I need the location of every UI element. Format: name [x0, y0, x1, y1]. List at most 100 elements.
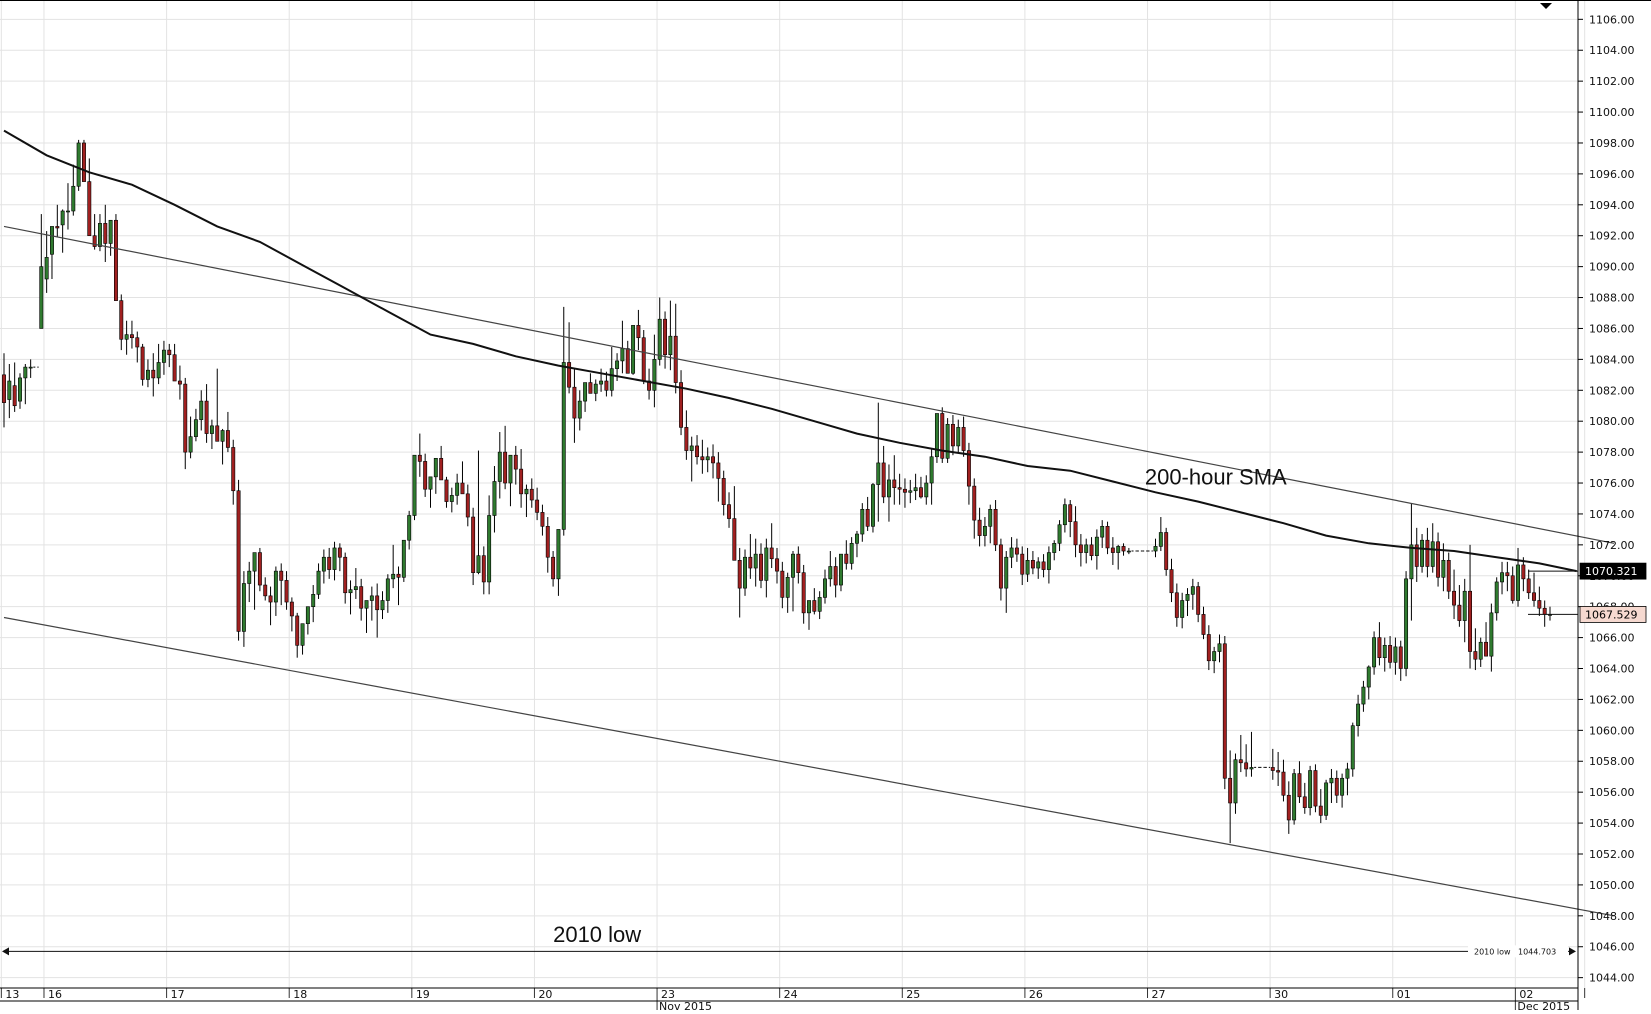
candle-body — [1500, 572, 1504, 583]
candle-body — [876, 462, 881, 485]
candle-body — [1297, 773, 1302, 798]
candle-body — [1436, 541, 1441, 578]
candle-body — [716, 462, 721, 479]
x-tick-label: 16 — [48, 988, 62, 1001]
candle-body — [759, 553, 763, 581]
candle-body — [1153, 546, 1158, 552]
candle-body — [1526, 578, 1531, 594]
candle-body — [412, 454, 417, 516]
candle-body — [556, 529, 561, 580]
candle-body — [167, 349, 172, 356]
candle-body — [1340, 777, 1345, 796]
candle-body — [183, 383, 188, 453]
candle-body — [337, 547, 342, 558]
candle-body — [327, 556, 332, 570]
candle-body — [263, 584, 268, 597]
candle-body — [1478, 641, 1483, 660]
y-tick-label: 1062.00 — [1589, 693, 1635, 706]
x-tick-label: 23 — [661, 988, 675, 1001]
candle-body — [289, 601, 294, 617]
candle-body — [76, 142, 81, 187]
candle-body — [1510, 575, 1515, 601]
candle-body — [385, 578, 390, 601]
candle-body — [1404, 578, 1409, 669]
candle-body — [449, 495, 454, 502]
candle-body — [769, 547, 774, 560]
candle-body — [1201, 614, 1206, 635]
candle-body — [625, 348, 630, 374]
month-label: Dec 2015 — [1517, 1000, 1570, 1013]
price-label-text: 1070.321 — [1585, 565, 1638, 578]
candle-body — [1350, 725, 1355, 770]
candle-body — [1084, 544, 1089, 553]
candle-body — [193, 419, 198, 437]
candle-body — [161, 349, 166, 363]
candle-body — [913, 487, 918, 492]
trendlines-layer — [3, 225, 1615, 917]
candle-body — [82, 142, 86, 182]
y-tick-label: 1048.00 — [1589, 910, 1635, 923]
y-tick-label: 1044.00 — [1589, 972, 1635, 985]
candle-body — [1222, 643, 1227, 779]
candle-body — [812, 600, 817, 612]
candle-body — [1494, 581, 1499, 614]
candle-body — [1110, 547, 1115, 553]
candle-body — [348, 589, 353, 594]
x-tick-label: 30 — [1274, 988, 1288, 1001]
candle-body — [279, 570, 284, 581]
candle-body — [508, 454, 513, 484]
candle-body — [140, 346, 145, 380]
candle-body — [241, 583, 246, 632]
candle-body — [252, 552, 257, 572]
candle-body — [124, 334, 129, 340]
candle-body — [924, 482, 929, 498]
candle-body — [1020, 553, 1025, 575]
candle-body — [375, 595, 380, 611]
candle-body — [529, 488, 534, 501]
candle-body — [615, 360, 620, 369]
candle-body — [636, 325, 641, 339]
candle-body — [225, 430, 230, 448]
level-layer: 2010 low 1044.703 — [2, 945, 1576, 958]
candle-body — [572, 386, 577, 419]
candle-body — [577, 400, 582, 419]
candle-body — [721, 478, 726, 505]
candle-body — [92, 235, 97, 247]
candle-body — [1441, 560, 1446, 578]
candle-body — [1180, 600, 1185, 618]
candle-body — [417, 454, 422, 462]
candle-body — [1228, 777, 1233, 804]
candle-body — [881, 462, 886, 498]
level-arrow-left — [2, 947, 9, 956]
candle-body — [487, 515, 492, 583]
menu-arrow-icon — [1540, 3, 1552, 9]
candle-body — [1430, 541, 1435, 567]
candle-body — [268, 595, 273, 603]
candle-body — [934, 413, 939, 458]
candle-body — [316, 570, 321, 595]
candle-body — [785, 577, 790, 598]
candle-body — [908, 490, 913, 493]
candle-body — [311, 594, 316, 607]
y-tick-label: 1066.00 — [1589, 632, 1635, 645]
candle-body — [684, 427, 689, 451]
y-tick-label: 1054.00 — [1589, 817, 1635, 830]
candle-body — [1457, 604, 1462, 621]
candle-body — [1270, 767, 1275, 771]
candle-body — [823, 578, 827, 598]
candle-body — [801, 572, 806, 614]
candle-body — [236, 490, 241, 632]
price-label-text: 1067.529 — [1585, 608, 1638, 621]
y-tick-label: 1052.00 — [1589, 848, 1635, 861]
candle-body — [561, 362, 566, 530]
candle-body — [871, 484, 875, 527]
candle-body — [364, 600, 369, 609]
candle-body — [1206, 634, 1211, 662]
candle-body — [380, 600, 385, 611]
candle-body — [641, 337, 646, 382]
y-tick-label: 1086.00 — [1589, 322, 1635, 335]
candle-body — [1089, 544, 1094, 556]
candle-body — [98, 223, 102, 247]
candle-body — [1473, 651, 1478, 660]
candle-body — [796, 553, 801, 573]
